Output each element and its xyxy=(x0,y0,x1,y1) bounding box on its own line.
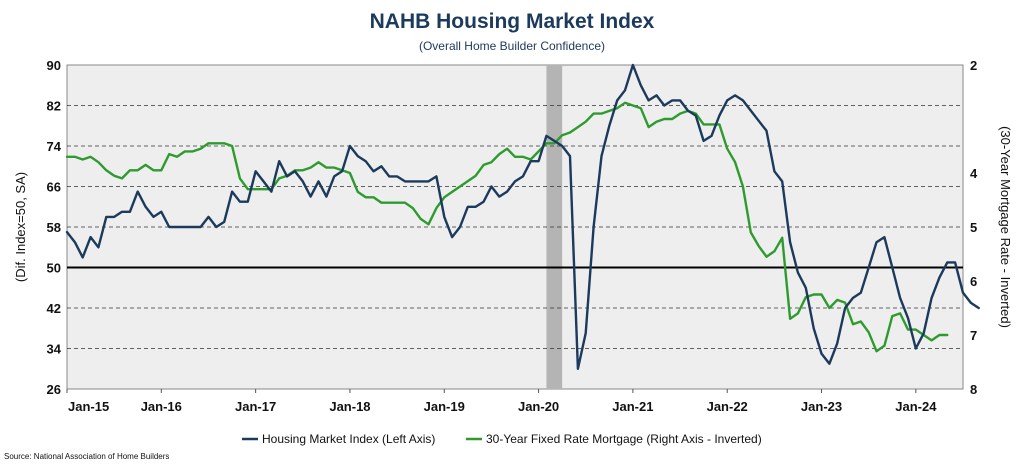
y-left-tick-label: 90 xyxy=(47,58,61,73)
source-note: Source: National Association of Home Bui… xyxy=(4,452,169,461)
x-tick-label: Jan-15 xyxy=(68,399,109,414)
y-left-tick-label: 42 xyxy=(47,301,61,316)
y-left-tick-label: 74 xyxy=(47,139,62,154)
y-left-tick-label: 50 xyxy=(47,261,61,276)
chart-title: NAHB Housing Market Index xyxy=(370,10,655,33)
x-tick-label: Jan-23 xyxy=(801,399,842,414)
y-left-tick-label: 34 xyxy=(47,342,62,357)
legend: Housing Market Index (Left Axis) 30-Year… xyxy=(242,432,762,446)
x-tick-label: Jan-21 xyxy=(612,399,653,414)
legend-label-mortgage: 30-Year Fixed Rate Mortgage (Right Axis … xyxy=(486,432,762,446)
series-line-housing-market-index xyxy=(65,63,980,370)
x-tick-label: Jan-20 xyxy=(518,399,559,414)
y-right-tick-label: 6 xyxy=(970,274,977,289)
y-right-tick-label: 2 xyxy=(970,58,977,73)
x-tick-label: Jan-22 xyxy=(707,399,748,414)
x-tick-label: Jan-19 xyxy=(424,399,465,414)
y-left-tick-label: 26 xyxy=(47,382,61,397)
y-left-tick-label: 58 xyxy=(47,220,61,235)
x-tick-label: Jan-17 xyxy=(235,399,276,414)
y-right-tick-label: 4 xyxy=(970,166,978,181)
y-axis-left-label: (Dif. Index=50, SA) xyxy=(13,172,28,282)
series-line-mortgage-rate xyxy=(65,101,949,353)
y-right-tick-label: 7 xyxy=(970,328,977,343)
y-right-tick-label: 8 xyxy=(970,382,977,397)
legend-label-hmi: Housing Market Index (Left Axis) xyxy=(262,432,435,446)
y-right-tick-label: 5 xyxy=(970,220,977,235)
y-axis-right-label: (30-Year Mortgage Rate - Inverted) xyxy=(998,126,1013,328)
x-tick-label: Jan-24 xyxy=(895,399,937,414)
x-tick-label: Jan-16 xyxy=(141,399,182,414)
y-left-tick-label: 66 xyxy=(47,180,61,195)
y-left-tick-label: 82 xyxy=(47,99,61,114)
chart-subtitle: (Overall Home Builder Confidence) xyxy=(419,39,605,53)
x-tick-label: Jan-18 xyxy=(329,399,370,414)
